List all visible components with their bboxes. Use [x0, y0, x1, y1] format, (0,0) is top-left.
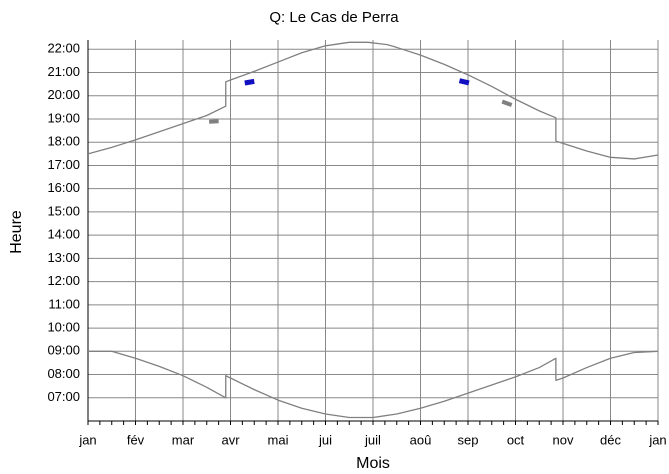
- chart-title: Q: Le Cas de Perra: [269, 9, 399, 26]
- x-tick-label: juil: [364, 432, 381, 447]
- series-line: [501, 99, 513, 107]
- series-line: [458, 78, 470, 86]
- x-axis-label: Mois: [356, 455, 390, 472]
- y-tick-label: 12:00: [47, 273, 80, 288]
- y-tick-label: 11:00: [48, 296, 80, 311]
- y-tick-label: 07:00: [47, 389, 80, 404]
- series-line: [88, 350, 659, 419]
- x-tick-label: sep: [458, 432, 479, 447]
- x-tick-label: déc: [600, 432, 621, 447]
- y-tick-label: 10:00: [47, 320, 80, 335]
- y-tick-label: 18:00: [47, 134, 80, 149]
- y-tick-label: 19:00: [47, 110, 80, 125]
- y-tick-label: 13:00: [47, 250, 80, 265]
- x-tick-label: nov: [553, 432, 574, 447]
- y-tick-label: 17:00: [47, 157, 80, 172]
- x-tick-label: oct: [507, 432, 525, 447]
- y-tick-label: 08:00: [47, 366, 80, 381]
- series-line: [244, 78, 255, 86]
- series-line: [87, 41, 659, 160]
- y-tick-label: 21:00: [47, 64, 80, 79]
- x-tick-label: avr: [221, 432, 240, 447]
- y-tick-label: 22:00: [47, 41, 80, 56]
- y-tick-label: 16:00: [47, 180, 80, 195]
- x-tick-label: mai: [268, 432, 289, 447]
- x-tick-label: mar: [172, 432, 195, 447]
- x-tick-label: fév: [127, 432, 145, 447]
- y-axis-label: Heure: [8, 210, 25, 254]
- x-tick-label: jan: [648, 432, 666, 447]
- y-tick-label: 14:00: [47, 227, 80, 242]
- x-tick-label: jan: [78, 432, 96, 447]
- y-tick-label: 09:00: [47, 343, 80, 358]
- x-tick-label: jui: [318, 432, 332, 447]
- x-tick-label: aoû: [410, 432, 432, 447]
- y-tick-label: 15:00: [47, 203, 80, 218]
- y-tick-label: 20:00: [47, 87, 80, 102]
